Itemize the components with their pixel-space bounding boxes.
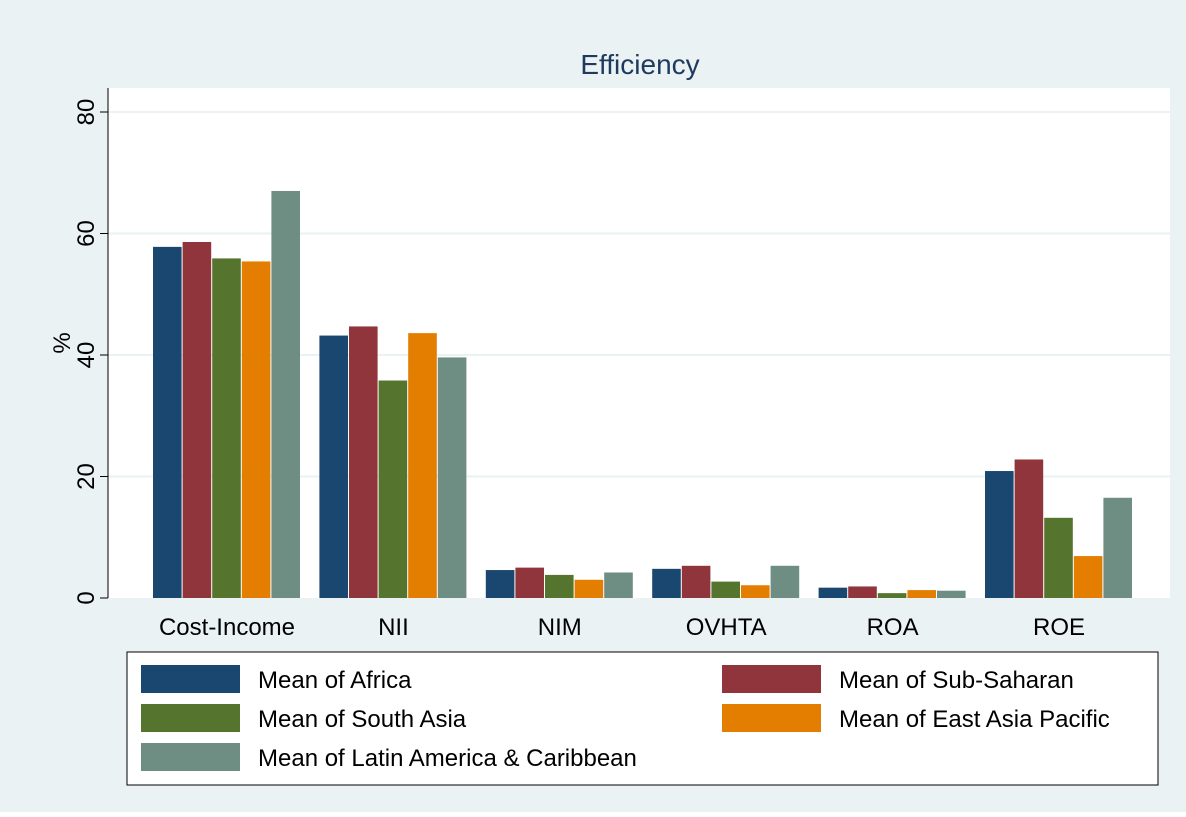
legend-swatch [141, 665, 240, 693]
bar [378, 380, 408, 598]
bar [770, 565, 800, 598]
x-tick-label: NIM [538, 614, 582, 641]
bar [907, 590, 936, 598]
y-tick-label: 80 [73, 99, 100, 126]
bar [408, 333, 437, 598]
bar [652, 568, 681, 598]
bar [153, 246, 182, 599]
bar [1073, 556, 1103, 598]
legend-label: Mean of Africa [258, 667, 412, 694]
bar [848, 586, 877, 598]
bar [1044, 517, 1073, 598]
x-tick-label: ROE [1033, 614, 1085, 641]
bar [319, 335, 348, 598]
chart-title: Efficiency [580, 49, 699, 80]
bar [818, 587, 848, 598]
bar [515, 567, 544, 598]
legend [126, 651, 1159, 786]
bar [711, 581, 740, 598]
legend-swatch [722, 704, 821, 732]
bar [877, 593, 907, 598]
bar [604, 572, 633, 598]
x-tick-label: OVHTA [686, 614, 767, 641]
y-tick-label: 20 [73, 463, 100, 490]
bar [182, 242, 212, 598]
bar [437, 357, 467, 598]
legend-swatch [141, 704, 240, 732]
bar [271, 190, 300, 598]
bar [241, 261, 271, 598]
bar [574, 579, 604, 598]
legend-label: Mean of Sub-Saharan [839, 667, 1074, 694]
bar [681, 565, 711, 598]
bar [349, 326, 378, 598]
bar [985, 471, 1014, 598]
legend-swatch [141, 743, 240, 771]
bar [545, 574, 574, 598]
legend-label: Mean of Latin America & Caribbean [258, 745, 637, 772]
y-axis-label: % [49, 332, 76, 353]
bar [741, 585, 770, 598]
bar [1103, 497, 1132, 598]
y-tick-label: 40 [73, 342, 100, 369]
y-tick-label: 60 [73, 220, 100, 247]
legend-label: Mean of East Asia Pacific [839, 706, 1110, 733]
legend-swatch [722, 665, 821, 693]
bar [212, 258, 241, 598]
y-tick-label: 0 [73, 591, 100, 604]
legend-label: Mean of South Asia [258, 706, 467, 733]
bar [1014, 459, 1044, 598]
x-tick-label: ROA [867, 614, 919, 641]
x-tick-label: NII [378, 614, 409, 641]
bar [937, 590, 966, 598]
bar [485, 570, 515, 598]
x-tick-label: Cost-Income [159, 614, 295, 641]
